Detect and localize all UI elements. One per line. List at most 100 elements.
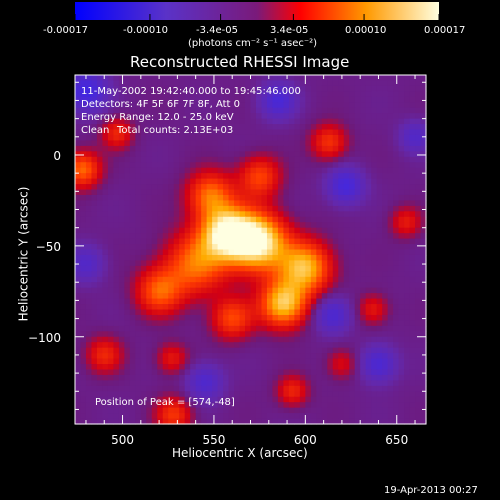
heatmap-cell <box>129 320 136 327</box>
heatmap-cell <box>327 167 334 174</box>
heatmap-cell <box>387 156 394 163</box>
heatmap-cell <box>113 293 120 300</box>
heatmap-cell <box>129 364 136 371</box>
heatmap-cell <box>365 304 372 311</box>
heatmap-cell <box>245 325 252 332</box>
heatmap-cell <box>157 391 164 398</box>
heatmap-cell <box>266 244 274 251</box>
heatmap-cell <box>102 151 109 158</box>
heatmap-cell <box>305 233 312 240</box>
heatmap-cell <box>75 189 82 196</box>
heatmap-cell <box>96 385 104 392</box>
heatmap-cell <box>113 145 120 152</box>
heatmap-cell <box>387 107 394 114</box>
heatmap-cell <box>327 358 334 365</box>
heatmap-cell <box>409 402 416 409</box>
heatmap-cell <box>245 162 252 169</box>
heatmap-cell <box>245 249 252 256</box>
heatmap-cell <box>223 102 230 109</box>
heatmap-cell <box>398 271 405 278</box>
heatmap-cell <box>80 304 87 311</box>
heatmap-cell <box>393 216 400 223</box>
heatmap-cell <box>75 222 82 229</box>
heatmap-cell <box>223 134 230 142</box>
heatmap-cell <box>316 369 323 376</box>
heatmap-cell <box>398 145 405 152</box>
heatmap-cell <box>387 80 394 87</box>
heatmap-cell <box>234 167 241 174</box>
heatmap-cell <box>288 249 295 256</box>
heatmap-cell <box>129 331 136 338</box>
y-tick-label: −50 <box>36 240 61 254</box>
heatmap-cell <box>118 254 125 261</box>
heatmap-cell <box>184 353 191 360</box>
heatmap-cell <box>245 309 252 316</box>
heatmap-cell <box>321 85 328 92</box>
heatmap-cell <box>129 271 136 278</box>
heatmap-cell <box>261 374 268 381</box>
heatmap-cell <box>118 205 125 212</box>
heatmap-cell <box>107 347 114 354</box>
heatmap-cell <box>157 298 164 305</box>
heatmap-cell <box>129 249 136 256</box>
heatmap-cell <box>272 364 279 371</box>
heatmap-cell <box>173 347 180 354</box>
heatmap-cell <box>343 358 350 365</box>
heatmap-cell <box>228 118 235 125</box>
heatmap-cell <box>85 271 93 278</box>
heatmap-cell <box>102 380 109 387</box>
heatmap-cell <box>129 238 136 245</box>
heatmap-cell <box>223 325 230 332</box>
heatmap-cell <box>107 380 114 387</box>
heatmap-cell <box>113 418 120 425</box>
heatmap-cell <box>250 129 257 136</box>
heatmap-cell <box>327 347 334 354</box>
heatmap-cell <box>255 156 263 163</box>
heatmap-cell <box>140 391 147 398</box>
heatmap-cell <box>409 282 416 289</box>
heatmap-cell <box>299 407 306 414</box>
heatmap-cell <box>228 194 235 202</box>
heatmap-cell <box>124 282 131 289</box>
heatmap-cell <box>255 205 263 212</box>
heatmap-cell <box>195 173 202 180</box>
heatmap-cell <box>217 102 224 109</box>
heatmap-cell <box>118 216 125 223</box>
heatmap-cell <box>91 396 98 403</box>
heatmap-cell <box>102 167 109 174</box>
heatmap-cell <box>299 260 306 267</box>
heatmap-cell <box>404 287 411 294</box>
heatmap-cell <box>96 396 104 403</box>
heatmap-cell <box>382 244 389 251</box>
heatmap-cell <box>332 254 339 261</box>
heatmap-cell <box>255 80 263 87</box>
heatmap-cell <box>261 96 268 103</box>
heatmap-cell <box>107 178 114 185</box>
heatmap-cell <box>173 276 180 283</box>
heatmap-cell <box>190 129 197 136</box>
heatmap-cell <box>398 102 405 109</box>
heatmap-cell <box>294 211 301 218</box>
heatmap-cell <box>398 413 405 420</box>
heatmap-cell <box>404 309 411 316</box>
heatmap-cell <box>332 304 339 311</box>
heatmap-cell <box>360 91 367 98</box>
heatmap-cell <box>85 336 93 343</box>
heatmap-cell <box>310 249 317 256</box>
heatmap-cell <box>118 385 125 392</box>
heatmap-cell <box>212 402 219 409</box>
heatmap-cell <box>343 194 350 202</box>
heatmap-cell <box>201 227 208 234</box>
heatmap-cell <box>382 342 389 349</box>
heatmap-cell <box>310 85 317 92</box>
heatmap-cell <box>409 91 416 98</box>
footer-timestamp: 19-Apr-2013 00:27 <box>384 485 478 496</box>
heatmap-cell <box>250 364 257 371</box>
heatmap-cell <box>223 222 230 229</box>
heatmap-cell <box>283 304 290 311</box>
heatmap-cell <box>195 129 202 136</box>
heatmap-cell <box>420 85 427 92</box>
heatmap-cell <box>382 418 389 425</box>
heatmap-cell <box>195 325 202 332</box>
heatmap-cell <box>376 254 383 261</box>
